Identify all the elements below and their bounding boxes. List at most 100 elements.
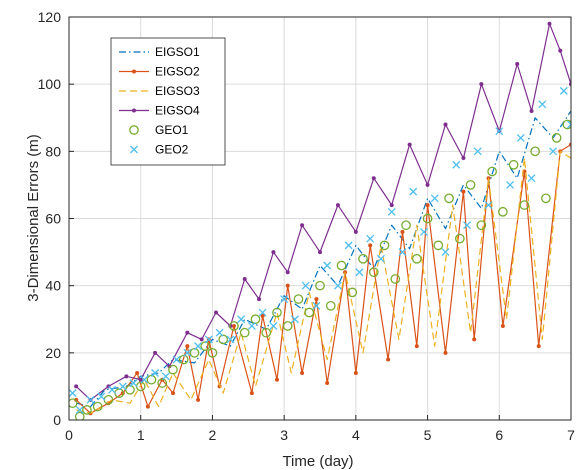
series-eigso2-point bbox=[425, 203, 430, 208]
series-eigso2-point bbox=[74, 397, 79, 402]
series-eigso4-point bbox=[461, 156, 466, 161]
series-eigso4-point bbox=[124, 374, 129, 379]
series-eigso4-point bbox=[214, 310, 219, 315]
series-eigso4-point bbox=[407, 142, 412, 147]
x-tick-label: 2 bbox=[209, 427, 217, 443]
series-geo2-point bbox=[172, 355, 181, 364]
series-geo1-point bbox=[157, 378, 168, 388]
series-geo2-point bbox=[441, 248, 450, 257]
series-eigso2-point bbox=[325, 381, 330, 386]
series-geo2-point bbox=[387, 207, 396, 216]
series-geo2-point bbox=[527, 174, 536, 183]
series-geo2-point bbox=[366, 234, 375, 243]
series-eigso2-point bbox=[300, 370, 305, 375]
series-eigso2-point bbox=[536, 344, 541, 349]
series-geo1-point bbox=[519, 200, 530, 210]
series-geo2-point bbox=[237, 315, 246, 324]
y-tick-label: 120 bbox=[38, 9, 62, 25]
series-geo2 bbox=[69, 86, 571, 414]
legend: EIGSO1 EIGSO2 EIGSO3 EIGSO4 GEO1 GEO2 bbox=[110, 37, 226, 166]
series-eigso2-point bbox=[443, 350, 448, 355]
series-geo2-point bbox=[247, 322, 256, 330]
series-eigso2-point bbox=[400, 229, 405, 234]
series-eigso4-point bbox=[167, 364, 172, 369]
series-geo1-point bbox=[261, 327, 272, 338]
series-geo1-point bbox=[178, 354, 189, 365]
series-geo2-point bbox=[226, 335, 235, 344]
series-geo2-point bbox=[409, 187, 418, 196]
y-tick-label: 100 bbox=[38, 76, 62, 92]
series-eigso4-point bbox=[153, 350, 158, 355]
series-eigso4-point bbox=[271, 250, 276, 255]
series-geo2-point bbox=[108, 385, 116, 394]
series-geo1-point bbox=[207, 347, 218, 358]
series-geo2-point bbox=[549, 147, 558, 156]
series-eigso2-point bbox=[145, 404, 150, 409]
series-geo1-point bbox=[401, 220, 411, 231]
legend-eigso3-label: EIGSO3 bbox=[155, 84, 200, 98]
series-eigso4-point bbox=[558, 48, 563, 53]
series-geo1-point bbox=[444, 193, 454, 204]
series-geo2-point bbox=[161, 372, 170, 381]
legend-eigso2: EIGSO2 bbox=[119, 65, 200, 79]
series-eigso4-point bbox=[335, 203, 340, 208]
legend-box bbox=[110, 37, 226, 166]
y-tick-label: 80 bbox=[45, 143, 61, 159]
x-tick-label: 4 bbox=[352, 427, 360, 443]
series-geo1-point bbox=[411, 253, 422, 264]
series-geo1-point bbox=[422, 213, 433, 224]
series-geo1-point bbox=[74, 411, 85, 420]
series-eigso2-point bbox=[135, 370, 140, 375]
series-eigso2-point bbox=[260, 313, 265, 318]
series-eigso4-point bbox=[74, 384, 79, 389]
series-eigso1-line bbox=[76, 110, 571, 408]
series-eigso2-point bbox=[500, 323, 505, 328]
series-eigso4-point bbox=[353, 229, 358, 234]
series-eigso4-point bbox=[300, 223, 305, 228]
series-geo2-point bbox=[290, 315, 299, 324]
series-geo2-point bbox=[86, 395, 95, 404]
series-geo1-point bbox=[92, 401, 103, 412]
y-tick-label: 40 bbox=[45, 278, 61, 294]
series-geo1-point bbox=[551, 133, 562, 143]
series-geo2-point bbox=[301, 281, 310, 290]
series-eigso4-point bbox=[443, 122, 448, 127]
series-geo1-point bbox=[200, 341, 211, 351]
series-eigso4-point bbox=[199, 337, 204, 342]
series-geo1-point bbox=[168, 364, 178, 375]
series-layer bbox=[69, 21, 571, 420]
series-geo1-point bbox=[325, 300, 336, 311]
series-eigso4-point bbox=[242, 276, 247, 281]
series-geo1-point bbox=[146, 374, 157, 385]
series-geo1-point bbox=[229, 321, 239, 331]
series-eigso4-point bbox=[318, 250, 322, 255]
series-eigso2-point bbox=[231, 323, 236, 328]
series-eigso4-point bbox=[515, 62, 520, 67]
series-eigso4-point bbox=[547, 21, 552, 26]
series-eigso2-point bbox=[472, 337, 477, 342]
series-geo2-point bbox=[258, 308, 267, 317]
x-axis-label: Time (day) bbox=[282, 453, 353, 470]
series-geo1-point bbox=[476, 220, 487, 231]
series-geo2-point bbox=[506, 180, 515, 189]
ticks-layer: 0 1 2 3 4 5 6 7 0 20 40 60 80 100 120 bbox=[38, 9, 575, 443]
legend-geo1-label: GEO1 bbox=[155, 123, 189, 137]
x-tick-label: 0 bbox=[65, 427, 73, 443]
legend-eigso2-label: EIGSO2 bbox=[155, 65, 200, 79]
series-geo1-point bbox=[250, 314, 261, 325]
series-eigso2-point bbox=[249, 391, 254, 396]
series-eigso2-point bbox=[274, 377, 279, 382]
series-geo1-point bbox=[272, 307, 282, 318]
series-geo2-point bbox=[495, 127, 504, 136]
series-eigso4-point bbox=[425, 182, 430, 187]
series-geo1-point bbox=[315, 280, 325, 291]
y-tick-label: 0 bbox=[53, 412, 61, 428]
legend-geo2-point bbox=[130, 145, 138, 154]
legend-eigso4-point bbox=[132, 108, 136, 113]
series-geo1-point bbox=[239, 327, 250, 338]
series-geo2-point bbox=[118, 382, 127, 391]
series-geo2-point bbox=[204, 335, 213, 344]
x-tick-label: 6 bbox=[495, 427, 503, 443]
series-geo1-point bbox=[498, 206, 508, 217]
series-geo1-point bbox=[487, 166, 497, 177]
